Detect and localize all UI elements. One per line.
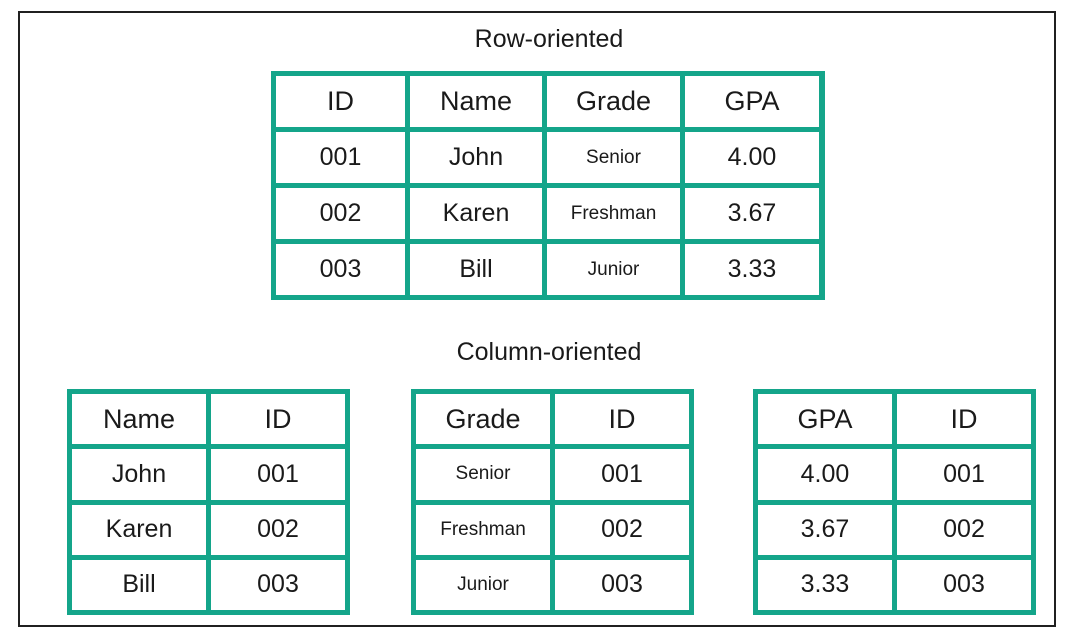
table-cell: Freshman [547, 188, 680, 239]
column-table-name: Name ID John 001 Karen 002 Bill 003 [67, 389, 350, 615]
diagram-frame [18, 11, 1056, 627]
table-cell: Karen [72, 504, 206, 555]
table-cell: 4.00 [685, 132, 819, 183]
table-cell: John [72, 449, 206, 500]
table-cell: 001 [897, 449, 1031, 500]
header-cell-id: ID [555, 394, 689, 445]
table-cell: 003 [897, 559, 1031, 610]
table-cell: 002 [276, 188, 405, 239]
table-cell: Freshman [416, 504, 550, 555]
row-oriented-table: ID Name Grade GPA 001 John Senior 4.00 0… [271, 71, 825, 300]
header-cell-grade: Grade [416, 394, 550, 445]
table-cell: 001 [276, 132, 405, 183]
column-table-gpa: GPA ID 4.00 001 3.67 002 3.33 003 [753, 389, 1036, 615]
table-cell: 003 [211, 559, 345, 610]
table-cell: 001 [211, 449, 345, 500]
header-cell-id: ID [897, 394, 1031, 445]
header-cell-gpa: GPA [685, 76, 819, 127]
table-cell: Junior [416, 559, 550, 610]
table-cell: 003 [276, 244, 405, 295]
header-cell-id: ID [276, 76, 405, 127]
table-cell: Senior [547, 132, 680, 183]
table-cell: Bill [410, 244, 542, 295]
table-cell: 3.33 [758, 559, 892, 610]
table-cell: Junior [547, 244, 680, 295]
row-oriented-title: Row-oriented [474, 25, 624, 53]
table-cell: 3.67 [758, 504, 892, 555]
column-table-grade: Grade ID Senior 001 Freshman 002 Junior … [411, 389, 694, 615]
table-cell: 002 [211, 504, 345, 555]
header-cell-grade: Grade [547, 76, 680, 127]
table-cell: 003 [555, 559, 689, 610]
table-cell: Karen [410, 188, 542, 239]
table-cell: 3.33 [685, 244, 819, 295]
table-cell: Bill [72, 559, 206, 610]
table-cell: 002 [897, 504, 1031, 555]
table-cell: 001 [555, 449, 689, 500]
header-cell-id: ID [211, 394, 345, 445]
table-cell: 002 [555, 504, 689, 555]
table-cell: 3.67 [685, 188, 819, 239]
table-cell: John [410, 132, 542, 183]
header-cell-name: Name [72, 394, 206, 445]
header-cell-gpa: GPA [758, 394, 892, 445]
table-cell: Senior [416, 449, 550, 500]
header-cell-name: Name [410, 76, 542, 127]
table-cell: 4.00 [758, 449, 892, 500]
column-oriented-title: Column-oriented [456, 338, 642, 366]
